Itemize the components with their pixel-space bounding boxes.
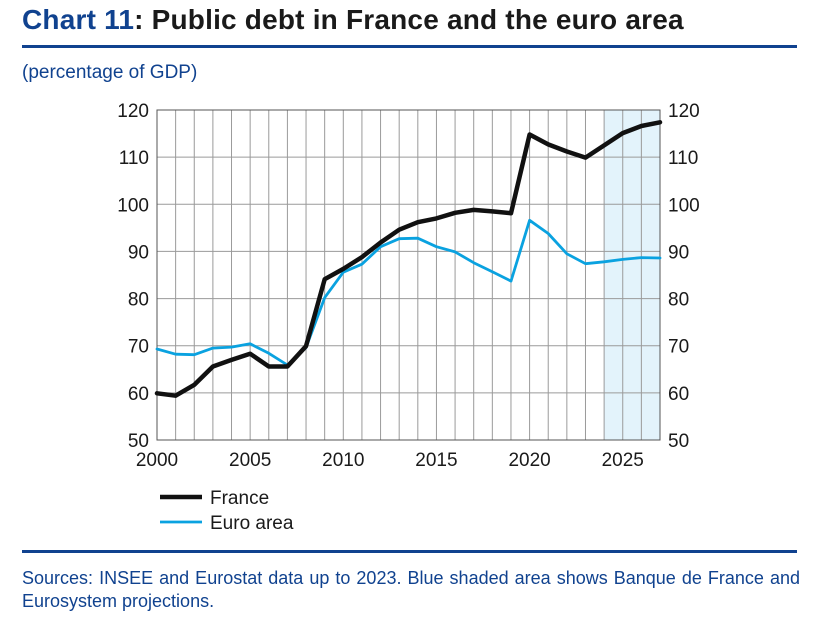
header-rule: [22, 45, 797, 48]
chart-title: Chart 11: Public debt in France and the …: [22, 4, 684, 36]
y-tick-label-left: 90: [128, 242, 149, 263]
y-tick-label-right: 70: [668, 337, 689, 358]
y-tick-label-right: 100: [668, 195, 700, 216]
plot-frame: [156, 109, 661, 441]
y-tick-label-right: 50: [668, 431, 689, 452]
x-tick-label: 2000: [136, 450, 178, 471]
x-tick-label: 2010: [322, 450, 364, 471]
legend-label: France: [210, 488, 269, 509]
y-tick-label-left: 70: [128, 337, 149, 358]
x-tick-label: 2015: [415, 450, 457, 471]
y-tick-label-right: 110: [668, 148, 698, 169]
series-line-france: [154, 120, 663, 398]
projection-shade: [604, 110, 660, 440]
chart-title-text: : Public debt in France and the euro are…: [134, 4, 684, 35]
x-tick-label: 2020: [508, 450, 550, 471]
legend-label: Euro area: [210, 513, 294, 534]
y-tick-label-right: 60: [668, 384, 689, 405]
y-tick-label-right: 120: [668, 101, 700, 122]
chart-subtitle: (percentage of GDP): [22, 62, 198, 83]
footer-rule: [22, 550, 797, 553]
y-tick-label-left: 110: [119, 148, 149, 169]
y-tick-label-left: 100: [117, 195, 149, 216]
y-tick-label-left: 80: [128, 290, 149, 311]
sources-note: Sources: INSEE and Eurostat data up to 2…: [22, 568, 800, 611]
y-tick-label-right: 80: [668, 290, 689, 311]
chart-number: Chart 11: [22, 4, 135, 35]
y-tick-label-left: 60: [128, 384, 149, 405]
x-tick-label: 2025: [602, 450, 644, 471]
x-tick-label: 2005: [229, 450, 271, 471]
series-line-euro-area: [155, 218, 662, 367]
y-tick-label-right: 90: [668, 242, 689, 263]
y-tick-label-left: 120: [117, 101, 149, 122]
y-tick-label-left: 50: [128, 431, 149, 452]
